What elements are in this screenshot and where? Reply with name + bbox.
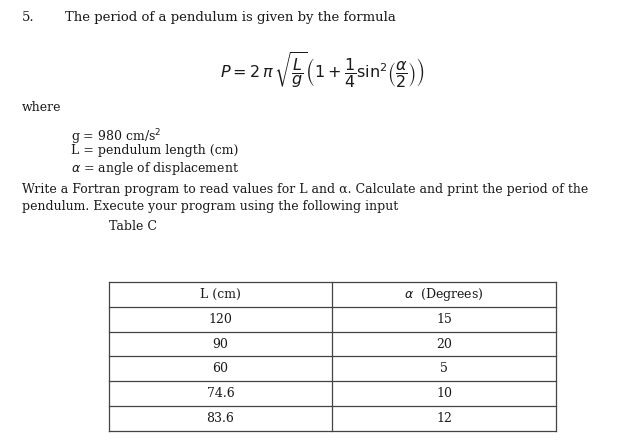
- Text: 10: 10: [436, 388, 452, 401]
- Text: $P = 2\,\pi\,\sqrt{\dfrac{L}{g}}\left(1 + \dfrac{1}{4}\sin^{2}\!\left(\dfrac{\al: $P = 2\,\pi\,\sqrt{\dfrac{L}{g}}\left(1 …: [220, 51, 425, 92]
- Text: 5.: 5.: [22, 11, 34, 24]
- Text: pendulum. Execute your program using the following input: pendulum. Execute your program using the…: [22, 200, 398, 213]
- Text: Write a Fortran program to read values for L and α. Calculate and print the peri: Write a Fortran program to read values f…: [22, 183, 588, 196]
- Text: 83.6: 83.6: [207, 413, 234, 426]
- Text: $\alpha$  (Degrees): $\alpha$ (Degrees): [404, 286, 484, 303]
- Text: 20: 20: [436, 337, 452, 350]
- Text: 74.6: 74.6: [207, 388, 234, 401]
- Text: g = 980 cm/s$^{2}$: g = 980 cm/s$^{2}$: [71, 127, 162, 147]
- Text: 120: 120: [209, 312, 232, 325]
- Text: L (cm): L (cm): [200, 287, 241, 300]
- Text: 12: 12: [436, 413, 452, 426]
- Text: 90: 90: [212, 337, 229, 350]
- Text: $\alpha$ = angle of displacement: $\alpha$ = angle of displacement: [71, 160, 240, 177]
- Text: 15: 15: [436, 312, 452, 325]
- Text: where: where: [22, 101, 61, 114]
- Text: The period of a pendulum is given by the formula: The period of a pendulum is given by the…: [65, 11, 396, 24]
- Text: Table C: Table C: [109, 220, 156, 233]
- Text: 60: 60: [212, 363, 229, 375]
- Text: 5: 5: [440, 363, 448, 375]
- Text: L = pendulum length (cm): L = pendulum length (cm): [71, 144, 239, 157]
